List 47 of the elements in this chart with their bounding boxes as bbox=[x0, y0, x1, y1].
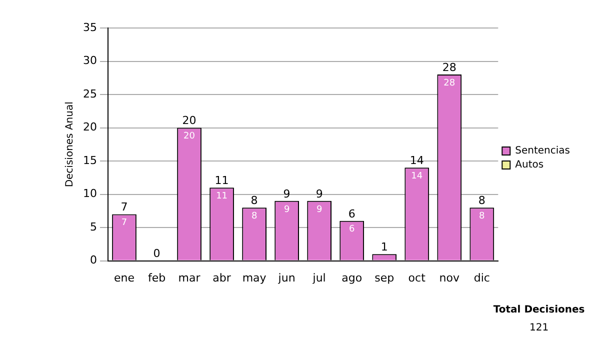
y-tick-label: 0 bbox=[90, 254, 97, 267]
total-label: 1 bbox=[380, 240, 388, 254]
text: Total Decisiones bbox=[493, 304, 585, 316]
y-axis-title: Decisiones Anual bbox=[64, 102, 76, 188]
y-tick-label: 25 bbox=[82, 87, 97, 100]
x-tick-label: feb bbox=[148, 271, 166, 284]
y-tick-label: 30 bbox=[82, 54, 97, 68]
total-label: 6 bbox=[348, 207, 356, 220]
data-label: 7 bbox=[121, 218, 128, 228]
x-tick-label: ene bbox=[114, 271, 135, 284]
legend-label: Autos bbox=[515, 160, 544, 171]
x-tick-label: sep bbox=[374, 271, 394, 284]
data-label: 11 bbox=[216, 191, 228, 202]
x-tick-label: dic bbox=[474, 271, 490, 284]
x-tick-label: mar bbox=[178, 271, 201, 284]
total-label: 14 bbox=[410, 154, 424, 168]
total-label: 9 bbox=[316, 187, 323, 200]
total-label: 28 bbox=[442, 60, 456, 74]
data-label: 8 bbox=[479, 211, 486, 222]
text: 121 bbox=[530, 322, 549, 334]
y-tick-label: 20 bbox=[82, 120, 97, 134]
x-tick-label: may bbox=[242, 271, 267, 284]
x-tick-label: oct bbox=[408, 271, 426, 284]
x-tick-label: nov bbox=[439, 271, 460, 284]
data-label: 8 bbox=[251, 211, 258, 222]
y-tick-label: 10 bbox=[82, 187, 97, 200]
y-tick-label: 15 bbox=[82, 154, 97, 167]
total-label: 20 bbox=[182, 114, 196, 128]
x-tick-label: ago bbox=[342, 271, 362, 284]
data-label: 6 bbox=[348, 224, 355, 235]
data-label: 9 bbox=[316, 204, 322, 215]
x-tick-label: jun bbox=[277, 271, 296, 284]
x-tick-label: abr bbox=[212, 271, 232, 284]
total-label: 9 bbox=[283, 187, 290, 200]
data-label: 14 bbox=[411, 172, 423, 182]
y-tick-label: 35 bbox=[82, 20, 97, 34]
data-label: 20 bbox=[184, 132, 196, 142]
total-label: 0 bbox=[153, 247, 160, 260]
data-label: 28 bbox=[444, 78, 456, 88]
total-label: 7 bbox=[120, 200, 128, 214]
total-label: 8 bbox=[478, 194, 486, 207]
legend-label: Sentencias bbox=[515, 146, 570, 157]
y-tick-label: 5 bbox=[90, 220, 97, 234]
total-label: 8 bbox=[250, 194, 258, 207]
total-label: 11 bbox=[214, 174, 229, 187]
data-label: 9 bbox=[284, 204, 290, 215]
x-tick-label: jul bbox=[312, 271, 326, 284]
